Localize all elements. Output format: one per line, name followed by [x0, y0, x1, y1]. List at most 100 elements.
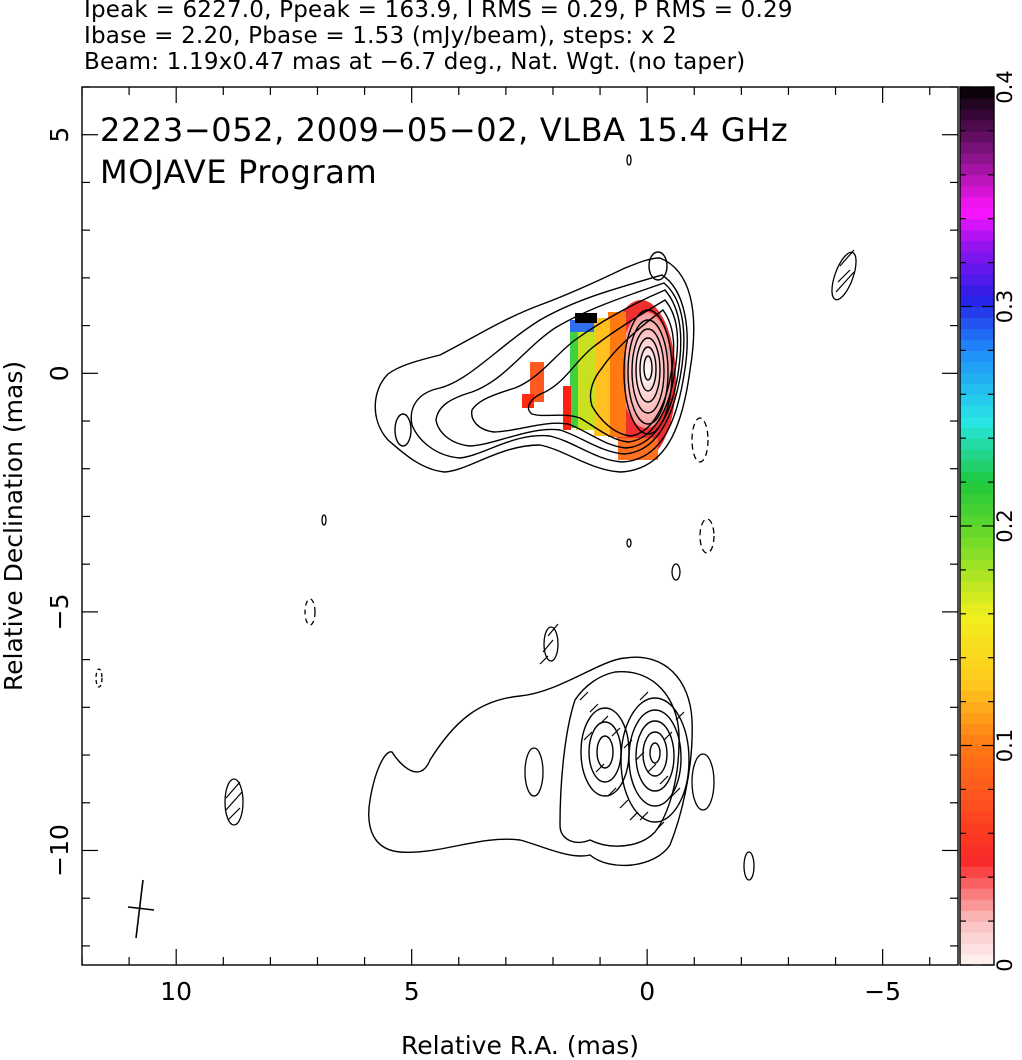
- blob-4: [671, 563, 681, 581]
- colorbar-band: [960, 372, 994, 384]
- blob-2: [321, 514, 327, 526]
- colorbar-band: [960, 613, 994, 626]
- contour-12: [643, 355, 653, 381]
- colorbar-band: [960, 910, 994, 922]
- contour-10: [635, 337, 661, 403]
- colorbar-band: [960, 745, 994, 758]
- blob-3: [626, 538, 632, 548]
- colorbar-band: [960, 932, 994, 944]
- y-tick-label: −10: [45, 824, 74, 877]
- colorbar-band: [960, 591, 994, 604]
- plot-area: [95, 154, 857, 939]
- colorbar-band: [960, 482, 994, 494]
- colorbar-band: [960, 251, 994, 264]
- colorbar-band: [960, 163, 994, 176]
- beam-marker: [127, 879, 155, 939]
- pol-patch-left-2: [522, 394, 534, 408]
- neg-contour-3: [304, 598, 316, 626]
- y-axis-label: Relative Declination (mas): [0, 361, 28, 691]
- colorbar-band: [960, 130, 994, 143]
- colorbar-band: [960, 87, 994, 99]
- contour-blob-top: [648, 251, 668, 281]
- pol-patch-yellow: [594, 318, 610, 436]
- colorbar-labels: 0 0.1 0.2 0.3 0.4: [993, 70, 1017, 971]
- colorbar-band: [960, 778, 994, 790]
- colorbar-band: [960, 921, 994, 933]
- colorbar-band: [960, 635, 994, 648]
- colorbar-band: [960, 339, 994, 351]
- y-tick-label: −5: [45, 593, 74, 630]
- colorbar-band: [960, 504, 994, 516]
- axis-tick-labels: 10 5 0 −5 5 0 −5 −10: [45, 127, 901, 1006]
- colorbar-band: [960, 416, 994, 428]
- colorbar-band: [960, 899, 994, 911]
- colorbar-band: [960, 438, 994, 450]
- colorbar-band: [960, 679, 994, 692]
- colorbar-band: [960, 536, 994, 549]
- contour-11: [639, 346, 657, 392]
- neg-contour-2: [699, 518, 715, 554]
- chart-title: 2223−052, 2009−05−02, VLBA 15.4 GHz: [100, 111, 788, 149]
- colorbar-band: [960, 888, 994, 900]
- colorbar-band: [960, 822, 994, 834]
- contour-7: [623, 309, 673, 435]
- chart-subtitle: MOJAVE Program: [100, 153, 377, 191]
- pol-patch-green-yellow: [576, 326, 596, 430]
- header-line-2: Ibase = 2.20, Pbase = 1.53 (mJy/beam), s…: [84, 23, 677, 49]
- colorbar-band: [960, 317, 994, 330]
- colorbar-band: [960, 427, 994, 439]
- colorbar-band: [960, 624, 994, 637]
- lower-contours: [368, 656, 693, 867]
- pol-patch-green: [570, 330, 578, 428]
- pol-patch-bottom: [618, 438, 658, 460]
- colorbar-band: [960, 943, 994, 955]
- colorbar-band: [960, 734, 994, 747]
- colorbar-band: [960, 855, 994, 867]
- x-tick-label: 10: [160, 977, 192, 1006]
- colorbar-band: [960, 295, 994, 308]
- lower-contour-7: [649, 742, 661, 764]
- colorbar-band: [960, 471, 994, 483]
- colorbar-label: 0.1: [993, 729, 1017, 762]
- lower-contour-2: [559, 671, 680, 847]
- colorbar-band: [960, 328, 994, 341]
- contour-5: [527, 299, 679, 443]
- colorbar-band: [960, 811, 994, 823]
- contour-8: [627, 319, 669, 425]
- colorbar-band: [960, 526, 994, 538]
- colorbar-band: [960, 218, 994, 231]
- colorbar-ticks: [960, 86, 994, 966]
- colorbar-band: [960, 493, 994, 505]
- colorbar-band: [960, 394, 994, 406]
- blob-6: [543, 626, 559, 662]
- colorbar-band: [960, 119, 994, 132]
- axis-ticks: [81, 86, 958, 965]
- colorbar-band: [960, 262, 994, 275]
- colorbar-band: [960, 789, 994, 801]
- x-tick-label: 5: [404, 977, 420, 1006]
- plot-frame: [81, 86, 959, 966]
- colorbar-band: [960, 97, 994, 110]
- colorbar-band: [960, 306, 994, 319]
- colorbar-band: [960, 207, 994, 220]
- colorbar-band: [960, 383, 994, 395]
- evpa-ticks: [225, 249, 855, 831]
- colorbar-band: [960, 800, 994, 812]
- colorbar-band: [960, 108, 994, 121]
- colorbar-band: [960, 152, 994, 165]
- contour-blob-left: [394, 413, 412, 447]
- lower-contour-10: [596, 735, 614, 769]
- colorbar-band: [960, 866, 994, 878]
- pol-patch-red-strip: [563, 386, 571, 430]
- lower-contour-8: [580, 707, 630, 797]
- blob-10: [691, 753, 715, 811]
- colorbar-band: [960, 767, 994, 780]
- header-line-3: Beam: 1.19x0.47 mas at −6.7 deg., Nat. W…: [84, 49, 746, 75]
- colorbar-label: 0.4: [993, 70, 1017, 103]
- lower-contour-outer: [368, 656, 693, 867]
- colorbar-band: [960, 833, 994, 845]
- colorbar-band: [960, 701, 994, 714]
- colorbar-band: [960, 196, 994, 209]
- colorbar-band: [960, 405, 994, 417]
